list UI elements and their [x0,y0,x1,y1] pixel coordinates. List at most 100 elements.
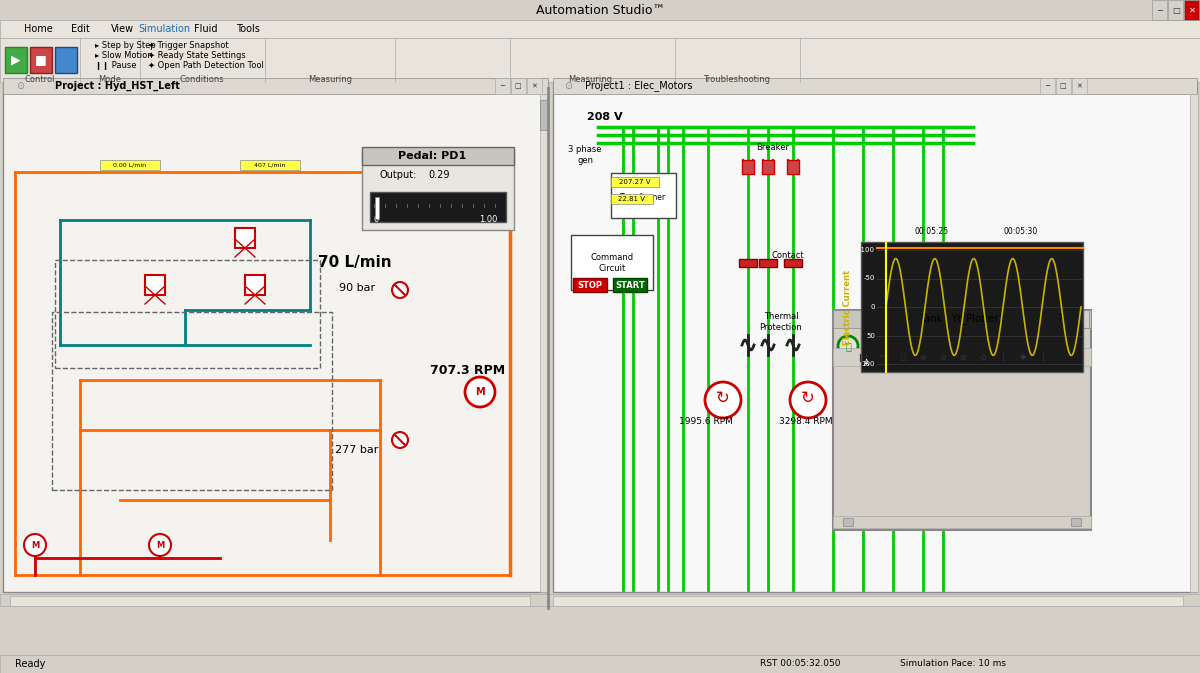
Text: Contact: Contact [772,250,804,260]
Text: ⊙: ⊙ [564,81,572,91]
Bar [611,194,653,204]
Text: -50: -50 [864,275,875,281]
Bar [833,310,1091,328]
Bar [10,596,530,606]
Bar [762,160,774,174]
Text: 100: 100 [862,361,875,367]
Bar [1152,0,1166,20]
Text: ⏻: ⏻ [845,341,851,351]
Bar [527,78,542,94]
Text: M: M [31,540,40,549]
Bar [362,150,514,230]
Text: ✦ Trigger Snapshot: ✦ Trigger Snapshot [148,42,229,50]
Text: Pedal: PD1: Pedal: PD1 [398,151,466,161]
Text: 3298.4 RPM: 3298.4 RPM [779,417,833,427]
Text: -100: -100 [859,247,875,253]
Bar [5,47,28,73]
Text: ⚙: ⚙ [979,353,986,361]
Bar [52,312,332,490]
Bar [2,82,548,592]
Bar [833,348,1091,366]
Text: Conditions: Conditions [180,75,224,85]
Bar [362,147,514,165]
Bar [1072,310,1090,328]
Bar [145,275,166,295]
Text: |: | [1002,353,1004,361]
Text: ✦ Ready State Settings: ✦ Ready State Settings [148,50,246,59]
Bar [842,518,853,526]
Bar [1040,78,1055,94]
Text: View: View [110,24,133,34]
Bar [1072,518,1081,526]
Bar [760,259,778,267]
Bar [370,192,506,222]
Text: ✕: ✕ [1076,314,1084,324]
Bar [374,197,379,219]
Text: ─: ─ [1158,5,1163,15]
Bar [0,38,1200,82]
Bar [1056,78,1072,94]
Bar [833,516,1091,528]
Bar [739,259,757,267]
Bar [878,259,898,267]
Text: Ready: Ready [14,659,46,669]
Text: ⊙: ⊙ [16,81,24,91]
Bar [496,78,510,94]
Text: 277 bar: 277 bar [335,445,379,455]
Bar [611,177,659,187]
Text: □: □ [1172,5,1180,15]
Text: ─: ─ [500,83,504,89]
Text: 0: 0 [870,304,875,310]
Text: Troubleshooting: Troubleshooting [703,75,770,85]
Text: □: □ [1060,83,1067,89]
Text: Automation Studio™: Automation Studio™ [535,3,665,17]
Text: Simulation Pace: 10 ms: Simulation Pace: 10 ms [900,660,1006,668]
Bar [1072,78,1087,94]
Circle shape [706,382,742,418]
Bar [1184,0,1199,20]
Text: Mode: Mode [98,75,121,85]
Text: 407 L/min: 407 L/min [254,162,286,168]
Text: ✂: ✂ [880,353,887,361]
Circle shape [466,377,496,407]
Bar [511,78,526,94]
Bar [100,160,160,170]
Text: ▸ Slow Motion: ▸ Slow Motion [95,50,152,59]
Bar [1168,0,1183,20]
Text: ■: ■ [35,53,47,67]
Text: ✦ Open Path Detection Tool: ✦ Open Path Detection Tool [148,61,264,69]
Bar [787,160,799,174]
Text: Simulation: Simulation [138,24,190,34]
Text: Measuring: Measuring [568,75,612,85]
Text: ▸ Step by Step: ▸ Step by Step [95,42,156,50]
Text: 00:05:30: 00:05:30 [1003,227,1038,236]
Text: ─: ─ [1045,83,1049,89]
Text: Control: Control [25,75,55,85]
Text: 22.81 V: 22.81 V [618,196,646,202]
Text: 3 phase
gen: 3 phase gen [569,145,601,165]
Circle shape [392,432,408,448]
Text: ▶: ▶ [11,53,20,67]
Text: |: | [1042,353,1044,361]
Text: 1995.6 RPM: 1995.6 RPM [679,417,733,427]
Text: Measuring: Measuring [308,75,352,85]
Bar [833,310,1091,530]
Text: M: M [156,540,164,549]
Bar [0,594,1200,606]
Text: 0.29: 0.29 [428,170,450,180]
Text: □: □ [515,83,521,89]
Bar [2,78,548,94]
Text: Command
Circuit: Command Circuit [590,253,634,273]
Text: Tools: Tools [236,24,260,34]
Text: A: A [864,359,870,369]
Circle shape [149,534,172,556]
Text: ?: ? [1057,314,1062,324]
Bar [540,94,548,592]
Text: 0: 0 [373,215,378,225]
Text: Transformer: Transformer [620,192,666,201]
Text: Thermal
Protection: Thermal Protection [760,312,803,332]
Bar [742,160,754,174]
Text: 50: 50 [866,332,875,339]
Bar [613,278,647,292]
Text: 707.3 RPM: 707.3 RPM [431,363,505,376]
